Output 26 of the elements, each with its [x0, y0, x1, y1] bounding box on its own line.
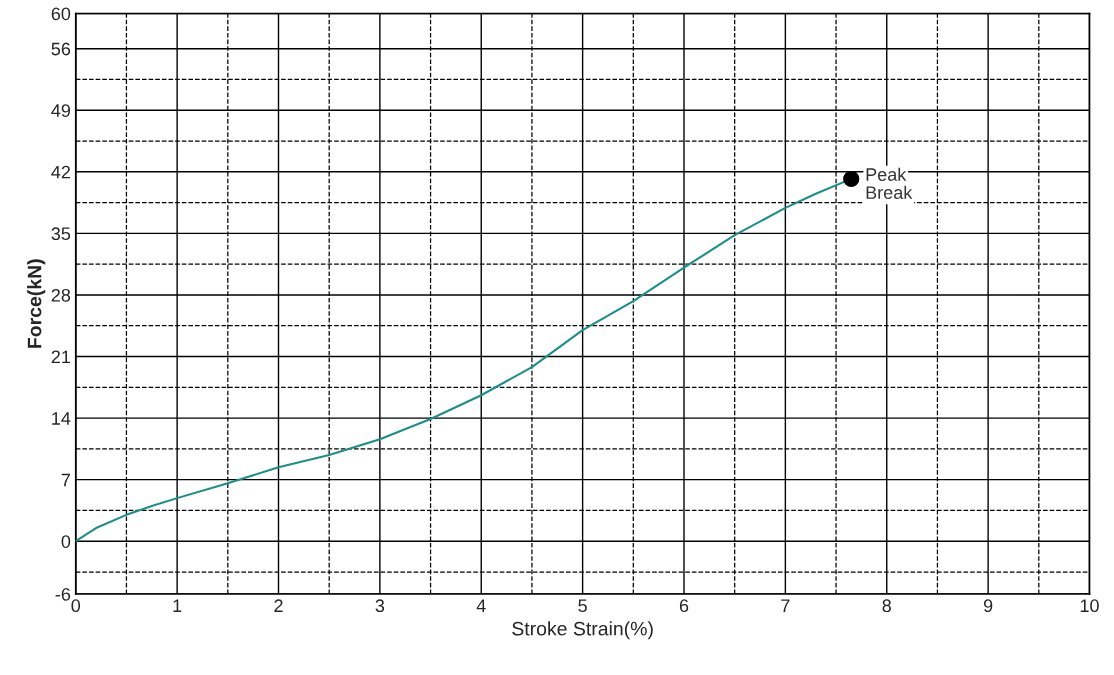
y-tick-label: 42: [51, 165, 70, 179]
annotation: Peak: [866, 167, 907, 181]
y-tick-label: 28: [51, 288, 71, 302]
y-tick-label: 14: [52, 412, 71, 425]
x-tick-label: 9: [983, 599, 993, 613]
x-tick-label: 7: [781, 599, 790, 612]
y-tick-label: 7: [61, 473, 70, 487]
annotation: Break: [866, 185, 913, 199]
x-tick-label: 4: [476, 599, 486, 612]
x-tick-label: 3: [375, 599, 385, 613]
x-axis-title: Stroke Strain(%): [512, 621, 653, 640]
x-tick-label: 6: [679, 599, 689, 613]
y-tick-label: 49: [51, 104, 71, 117]
x-tick-label: 0: [71, 599, 81, 613]
y-tick-label: 56: [51, 42, 71, 56]
y-tick-label: 35: [51, 227, 71, 241]
x-tick-label: 8: [882, 599, 891, 613]
y-tick-label: -6: [55, 587, 71, 601]
y-axis-title: Force(kN): [27, 259, 46, 348]
y-tick-label: 21: [51, 350, 71, 364]
y-tick-label: 60: [51, 7, 71, 21]
x-tick-label: 10: [1080, 599, 1099, 613]
x-tick-label: 1: [173, 599, 182, 612]
y-tick-label: 0: [61, 535, 71, 548]
x-tick-label: 2: [274, 599, 283, 612]
x-tick-label: 5: [578, 599, 587, 613]
